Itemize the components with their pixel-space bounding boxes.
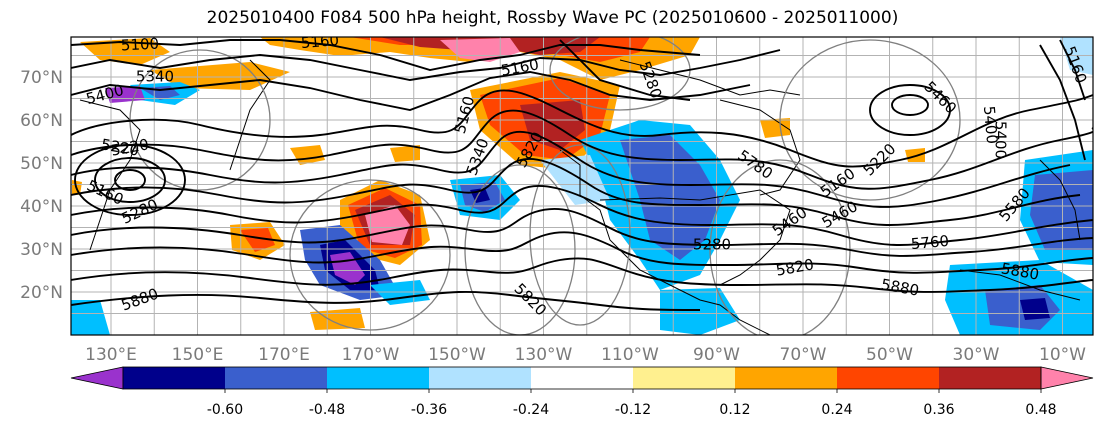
lon-tick-label: 50°W bbox=[866, 345, 913, 365]
map-grid bbox=[71, 37, 1093, 335]
lat-tick-label: 30°N bbox=[20, 240, 63, 260]
colorbar-segment bbox=[939, 367, 1042, 389]
colorbar bbox=[70, 366, 1094, 390]
contour-label: 5100 bbox=[120, 35, 159, 55]
colorbar-segment bbox=[123, 367, 226, 389]
lon-tick-label: 150°E bbox=[172, 345, 224, 365]
height-contours bbox=[71, 39, 1093, 311]
lat-tick-label: 40°N bbox=[20, 197, 63, 217]
colorbar-tick-label: -0.48 bbox=[309, 402, 345, 418]
lat-tick-label: 50°N bbox=[20, 154, 63, 174]
anomaly-region-west-red bbox=[240, 228, 275, 252]
lon-tick-label: 150°W bbox=[428, 345, 486, 365]
chart-title: 2025010400 F084 500 hPa height, Rossby W… bbox=[206, 8, 899, 28]
lat-tick-label: 20°N bbox=[20, 283, 63, 303]
anomaly-region-nw-orange bbox=[80, 38, 170, 65]
contour-label: 5400 bbox=[992, 121, 1010, 159]
lat-tick-label: 70°N bbox=[20, 68, 63, 88]
anomaly-region-natl-blue bbox=[1030, 170, 1093, 250]
lat-tick-label: 60°N bbox=[20, 111, 63, 131]
colorbar-extend-high bbox=[1040, 366, 1094, 390]
contour-label: 5400 bbox=[980, 105, 1001, 145]
colorbar-tick-label: 0.24 bbox=[821, 402, 852, 418]
colorbar-segment bbox=[327, 367, 430, 389]
anomaly-region-cpac-neg-purple bbox=[330, 252, 365, 285]
colorbar-labels: -0.60 -0.48 -0.36 -0.24 -0.12 0.12 0.24 0.36 0.4… bbox=[207, 389, 1057, 418]
anomaly-region-small-orange3 bbox=[760, 118, 790, 138]
lon-tick-label: 170°W bbox=[342, 345, 400, 365]
colorbar-tick-label: -0.12 bbox=[615, 402, 651, 418]
colorbar-tick-label: 0.12 bbox=[719, 402, 750, 418]
colorbar-segment bbox=[837, 367, 940, 389]
contour-label: 5280 bbox=[693, 236, 731, 254]
latitude-labels: 70°N 60°N 50°N 40°N 30°N 20°N bbox=[20, 68, 63, 303]
contour-label: 5160 bbox=[300, 31, 340, 52]
contour-label: 5340 bbox=[136, 68, 174, 86]
anomaly-region-cpac-pink bbox=[365, 205, 410, 245]
lon-tick-label: 130°E bbox=[85, 345, 137, 365]
lon-tick-label: 130°W bbox=[515, 345, 573, 365]
colorbar-segment bbox=[633, 367, 736, 389]
colorbar-tick-label: -0.36 bbox=[411, 402, 447, 418]
anomaly-region-na-blue bbox=[620, 135, 720, 260]
colorbar-tick-label: 0.48 bbox=[1025, 402, 1056, 418]
anomaly-region-atl-navy bbox=[1020, 298, 1050, 320]
anomaly-region-small-orange2 bbox=[390, 145, 420, 162]
colorbar-segment bbox=[429, 367, 532, 389]
colorbar-extend-low bbox=[70, 366, 124, 390]
colorbar-tick-label: -0.60 bbox=[207, 402, 243, 418]
colorbar-tick-label: 0.36 bbox=[923, 402, 954, 418]
colorbar-frame bbox=[122, 366, 1042, 390]
colorbar-tick-label: -0.24 bbox=[513, 402, 549, 418]
anomaly-region-nw-orange2 bbox=[150, 62, 290, 90]
map-frame bbox=[70, 36, 1094, 336]
colorbar-segment bbox=[735, 367, 838, 389]
lon-tick-label: 30°W bbox=[953, 345, 1000, 365]
lon-tick-label: 10°W bbox=[1039, 345, 1086, 365]
coastlines bbox=[79, 59, 1081, 335]
colorbar-segment bbox=[531, 367, 634, 389]
contour-label: 5760 bbox=[910, 232, 950, 253]
longitude-labels: 130°E 150°E 170°E 170°W 150°W 130°W 110°W 90°W 7… bbox=[85, 345, 1086, 365]
anomaly-region-sw-cyan bbox=[660, 288, 740, 335]
lon-tick-label: 70°W bbox=[780, 345, 827, 365]
colorbar-segment bbox=[225, 367, 328, 389]
anomaly-region-far-west-cyan bbox=[71, 300, 110, 335]
lon-tick-label: 170°E bbox=[258, 345, 310, 365]
lon-tick-label: 110°W bbox=[601, 345, 659, 365]
lon-tick-label: 90°W bbox=[693, 345, 740, 365]
